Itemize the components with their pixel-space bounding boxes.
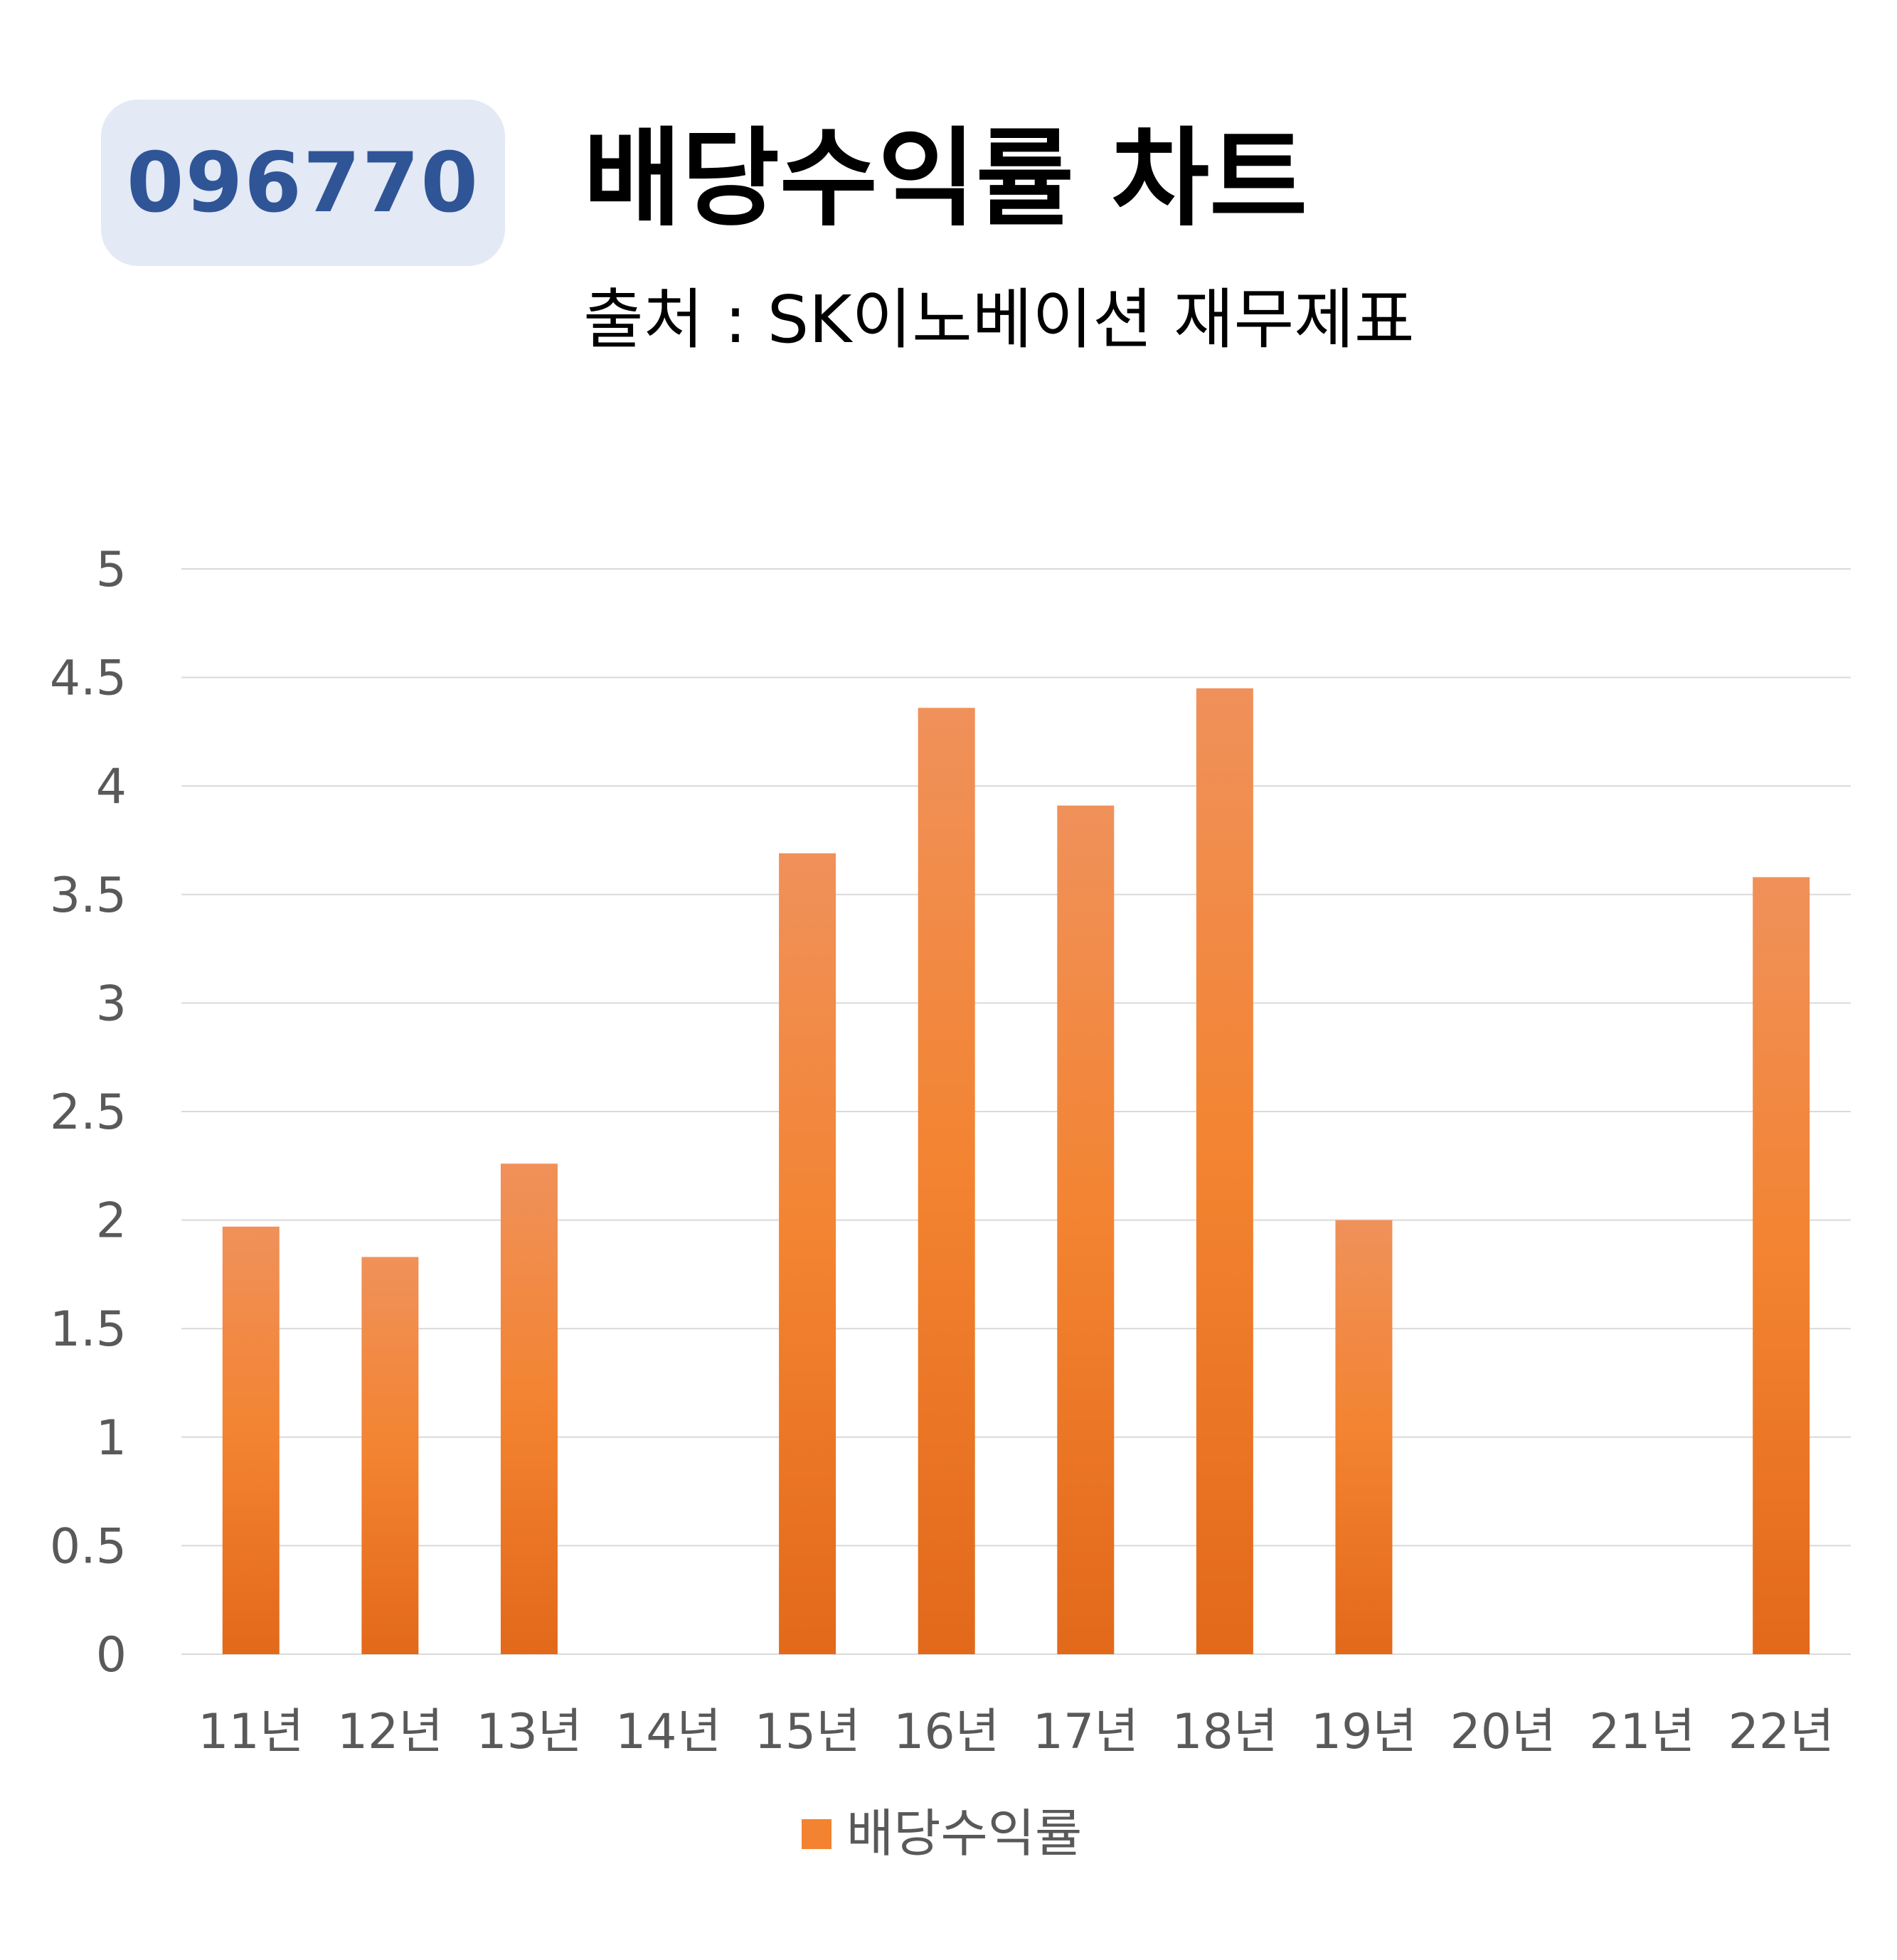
x-tick-label: 13년: [476, 1704, 582, 1760]
bar: [1057, 805, 1115, 1654]
ticker-badge: 096770: [101, 100, 505, 266]
x-tick-label: 19년: [1311, 1704, 1417, 1760]
bar: [500, 1163, 558, 1654]
legend-label: 배당수익률: [846, 1804, 1082, 1863]
bars: [222, 688, 1810, 1654]
x-tick-label: 16년: [893, 1704, 999, 1760]
bar: [222, 1226, 280, 1654]
y-tick-label: 3: [96, 976, 127, 1032]
chart-title: 배당수익률 차트: [583, 117, 1308, 241]
x-tick-label: 21년: [1589, 1704, 1695, 1760]
x-tick-label: 15년: [755, 1704, 861, 1760]
bar: [1335, 1220, 1393, 1654]
x-tick-label: 11년: [198, 1704, 304, 1760]
legend: 배당수익률: [802, 1804, 1082, 1863]
bar: [361, 1257, 419, 1654]
x-tick-label: 22년: [1728, 1704, 1834, 1760]
y-tick-label: 0: [96, 1627, 127, 1683]
bar: [779, 853, 836, 1654]
y-tick-label: 4.5: [50, 651, 127, 707]
x-tick-label: 14년: [615, 1704, 721, 1760]
bar: [918, 708, 975, 1654]
bar: [1196, 688, 1253, 1654]
grid-lines: [181, 568, 1851, 1655]
x-tick-label: 17년: [1033, 1704, 1139, 1760]
y-tick-label: 4: [96, 759, 127, 815]
x-tick-label: 12년: [337, 1704, 443, 1760]
x-axis-ticks: 11년 12년 13년 14년 15년 16년 17년 18년 19년 20년 21년 22년: [198, 1704, 1834, 1760]
x-tick-label: 18년: [1171, 1704, 1277, 1760]
y-tick-label: 1: [96, 1410, 127, 1466]
bar: [1753, 877, 1810, 1654]
x-tick-label: 20년: [1450, 1704, 1556, 1760]
chart-subtitle: 출처 : SK이노베이션 재무제표: [583, 282, 1415, 358]
legend-swatch: [802, 1819, 831, 1849]
y-tick-label: 0.5: [50, 1518, 127, 1575]
y-tick-label: 1.5: [50, 1301, 127, 1358]
y-tick-label: 5: [96, 542, 127, 598]
y-tick-label: 2.5: [50, 1085, 127, 1141]
y-axis-ticks: 0 0.5 1 1.5 2 2.5 3 3.5 4 4.5 5: [50, 542, 127, 1683]
y-tick-label: 3.5: [50, 868, 127, 924]
ticker-code: 096770: [126, 134, 480, 231]
y-tick-label: 2: [96, 1193, 127, 1250]
